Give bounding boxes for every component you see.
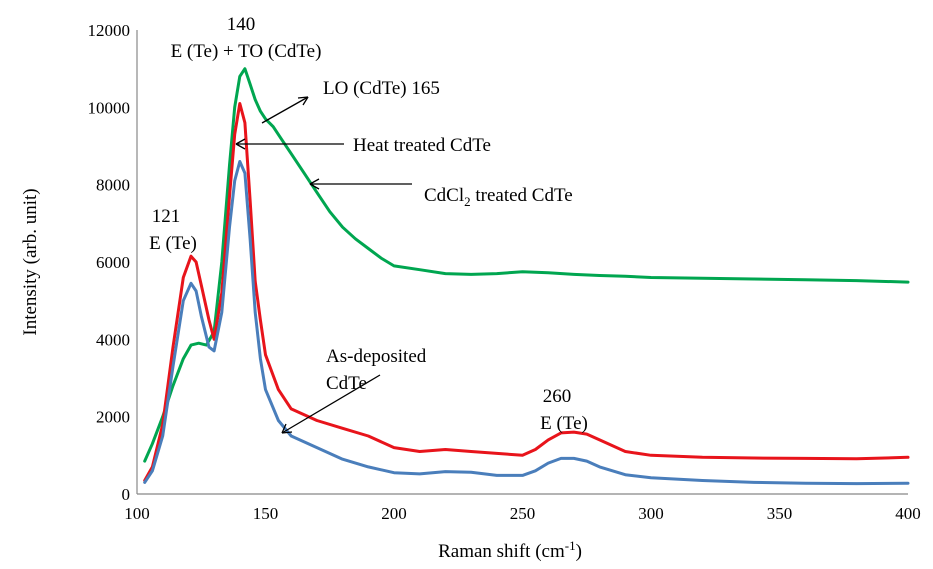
annotation-121-label: E (Te) [149, 233, 197, 254]
x-axis-title-sup: -1 [565, 538, 576, 553]
x-tick-labels: 100 150 200 250 300 350 400 [124, 504, 921, 523]
annotation-140-label: E (Te) + TO (CdTe) [171, 41, 322, 62]
series-line-3 [143, 160, 910, 486]
x-axis-title-main: Raman shift (cm [438, 541, 565, 562]
y-tick-labels: 0 2000 4000 6000 8000 10000 12000 [88, 21, 131, 504]
annotation-as-deposited-line2: CdTe [326, 373, 367, 394]
annotation-heat-treated: Heat treated CdTe [353, 135, 491, 156]
x-tick-label: 250 [510, 504, 536, 523]
y-tick-label: 8000 [96, 176, 130, 195]
arrowhead-heat-treated [235, 138, 246, 150]
arrow-as-deposited [281, 374, 381, 434]
annotation-260-value: 260 [543, 386, 572, 407]
arrowhead-lo-cdte [297, 96, 309, 106]
x-tick-label: 350 [767, 504, 793, 523]
y-tick-label: 10000 [88, 98, 131, 117]
x-axis-title: Raman shift (cm-1) [438, 538, 582, 562]
annotation-arrows [235, 96, 412, 434]
y-tick-label: 4000 [96, 330, 130, 349]
annotation-140-value: 140 [227, 14, 256, 35]
y-tick-label: 6000 [96, 253, 130, 272]
x-tick-label: 400 [895, 504, 921, 523]
arrow-lo-cdte [261, 96, 309, 124]
annotation-cdcl2-main: CdCl [424, 185, 464, 206]
annotation-as-deposited-line1: As-deposited [326, 346, 427, 367]
series-line-2 [143, 102, 910, 482]
x-tick-label: 150 [253, 504, 279, 523]
annotation-cdcl2-treated: CdCl2 treated CdTe [424, 185, 573, 209]
x-axis-title-tail: ) [576, 541, 582, 562]
arrowhead-as-deposited [281, 423, 293, 434]
annotation-cdcl2-sub: 2 [464, 194, 471, 209]
annotation-121-value: 121 [152, 206, 181, 227]
y-tick-label: 0 [122, 485, 131, 504]
y-tick-label: 12000 [88, 21, 131, 40]
y-axis-title: Intensity (arb. unit) [20, 188, 41, 335]
x-tick-label: 100 [124, 504, 150, 523]
x-tick-label: 300 [638, 504, 664, 523]
annotation-lo-cdte: LO (CdTe) 165 [323, 78, 440, 99]
series-lines [143, 67, 910, 486]
x-tick-label: 200 [381, 504, 407, 523]
annotation-260-label: E (Te) [540, 413, 588, 434]
annotation-cdcl2-tail: treated CdTe [471, 185, 573, 206]
series-line-1 [143, 67, 910, 463]
y-tick-label: 2000 [96, 408, 130, 427]
arrowhead-cdcl2-treated [309, 178, 320, 190]
